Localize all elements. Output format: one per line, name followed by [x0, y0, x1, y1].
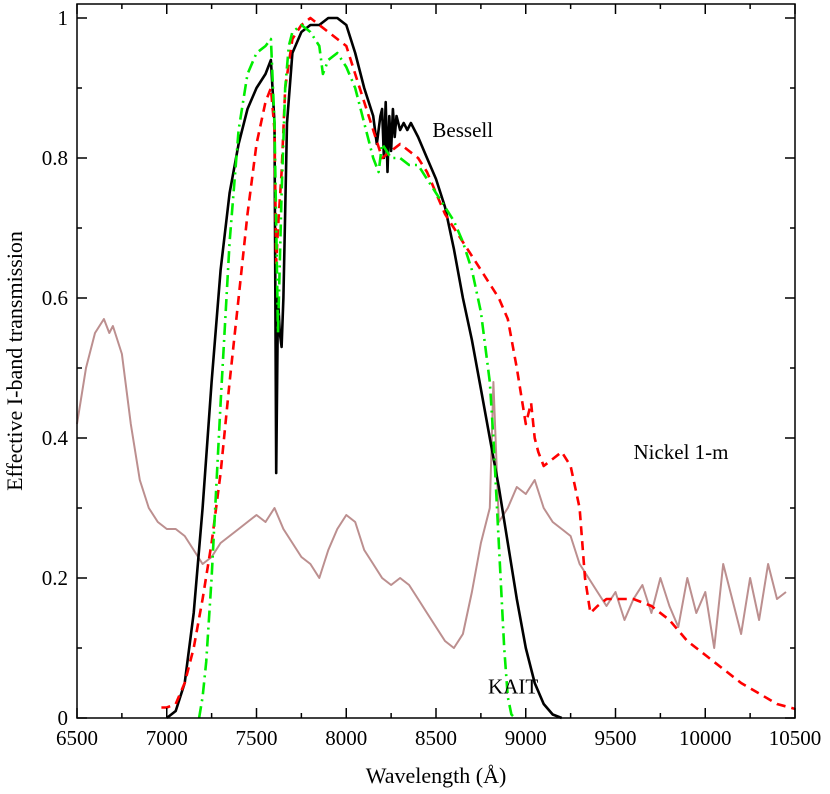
x-tick-label: 8500 [415, 726, 457, 750]
x-tick-label: 8000 [325, 726, 367, 750]
y-tick-label: 0.2 [42, 566, 68, 590]
series-line-bessell [165, 16, 563, 720]
annotation-kait: KAIT [488, 675, 538, 699]
x-tick-label: 7000 [146, 726, 188, 750]
x-axis-title: Wavelength (Å) [366, 763, 507, 788]
x-tick-label: 9500 [595, 726, 637, 750]
x-tick-label: 7500 [236, 726, 278, 750]
y-tick-label: 0 [58, 706, 69, 730]
x-tick-label: 10500 [769, 726, 822, 750]
series-line-spectrum [76, 318, 787, 649]
ticks-layer [76, 4, 796, 719]
x-tick-label: 9000 [505, 726, 547, 750]
y-tick-label: 0.8 [42, 146, 68, 170]
tick-labels-layer: 6500 7000 7500 8000 8500 9000 9500 10000 10500 0 0… [42, 6, 822, 750]
y-axis-title: Effective I-band transmission [2, 231, 27, 491]
series-layer [76, 16, 796, 720]
y-tick-label: 1 [58, 6, 69, 30]
y-tick-label: 0.4 [42, 426, 69, 450]
series-line-nickel-1-m [161, 16, 796, 711]
series-line-kait [197, 23, 516, 719]
annotation-nickel-1-m: Nickel 1-m [633, 440, 728, 464]
annotation-bessell: Bessell [432, 118, 493, 142]
x-tick-label: 6500 [56, 726, 98, 750]
annotations-layer: Bessell Nickel 1-m KAIT [432, 118, 728, 699]
x-tick-label: 10000 [679, 726, 732, 750]
y-tick-label: 0.6 [42, 286, 68, 310]
